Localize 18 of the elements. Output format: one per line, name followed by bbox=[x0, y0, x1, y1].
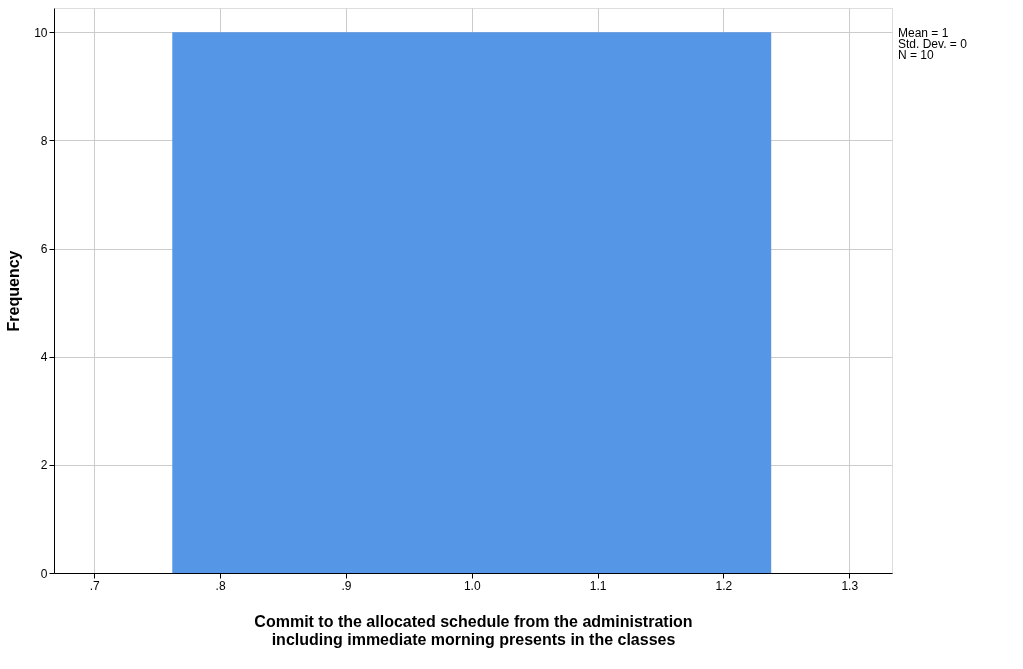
x-tick-label: .8 bbox=[215, 578, 226, 593]
y-tick-label: 10 bbox=[34, 25, 48, 40]
y-tick-label: 8 bbox=[40, 133, 48, 148]
y-tick-label: 6 bbox=[40, 242, 48, 257]
x-tick-label: 1.2 bbox=[715, 578, 733, 593]
text: Mean = 1 bbox=[898, 26, 949, 40]
text: N = 10 bbox=[898, 48, 935, 62]
y-tick-label: 0 bbox=[40, 566, 48, 581]
x-tick-label: 1.1 bbox=[589, 578, 607, 593]
x-tick-label: 1.0 bbox=[463, 578, 481, 593]
x-tick-label: .9 bbox=[341, 578, 352, 593]
x-tick-label: .7 bbox=[89, 578, 101, 593]
y-tick-label: 4 bbox=[40, 350, 48, 365]
x-tick-label: 1.3 bbox=[841, 578, 859, 593]
text: Std. Dev. = 0 bbox=[898, 37, 968, 51]
y-tick-label: 2 bbox=[40, 458, 48, 473]
x-axis-title: Commit to the allocated schedule from the administration including immediate morning presents in the classes bbox=[254, 612, 693, 648]
y-axis-title: Frequency bbox=[5, 250, 23, 332]
